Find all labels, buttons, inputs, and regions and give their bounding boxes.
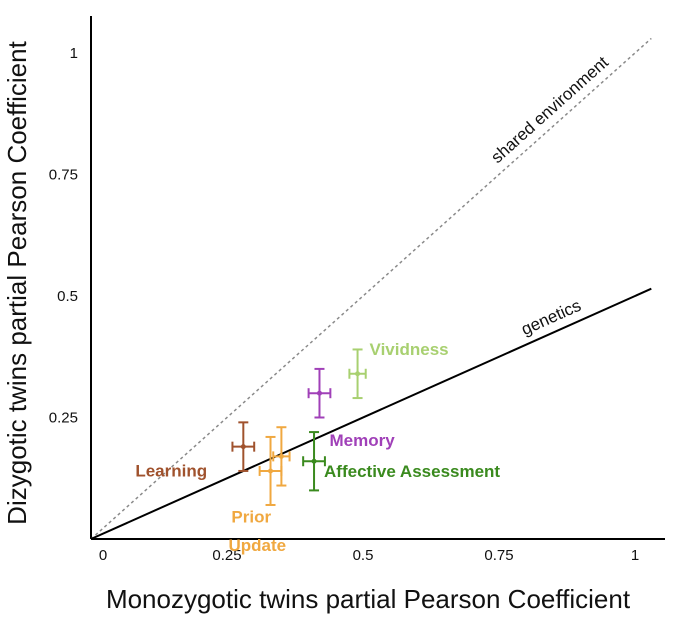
data-point-vividness: Vividness: [348, 340, 449, 400]
point-label-affective-assessment: Affective Assessment: [324, 462, 500, 481]
data-point-memory: Memory: [307, 367, 395, 450]
y-tick-label: 0.25: [49, 410, 78, 427]
y-tick-label: 1: [70, 45, 78, 62]
point-marker: [355, 371, 361, 377]
x-tick-label: 0.25: [212, 547, 241, 564]
y-tick-label: 0.75: [49, 167, 78, 184]
point-marker: [316, 390, 322, 396]
y-tick-label: 0.5: [57, 288, 78, 305]
point-label-vividness: Vividness: [370, 340, 449, 359]
y-axis-title: Dizygotic twins partial Pearson Coeffici…: [2, 40, 32, 524]
point-label-memory: Memory: [329, 431, 395, 450]
point-label-learning: Learning: [135, 462, 207, 481]
data-point-learning: Learning: [135, 421, 256, 481]
x-tick-label: 1: [631, 547, 639, 564]
x-tick-label: 0.5: [353, 547, 374, 564]
x-tick-label: 0: [99, 547, 107, 564]
point-label-update: Update: [229, 536, 287, 555]
point-marker: [268, 468, 274, 474]
shared-environment-line: [90, 37, 652, 540]
x-tick-label: 0.75: [484, 547, 513, 564]
data-point-prior: Prior: [231, 426, 291, 526]
point-marker: [240, 444, 246, 450]
data-point-affective-assessment: Affective Assessment: [302, 431, 500, 492]
genetics-line: [90, 287, 652, 540]
point-label-prior: Prior: [231, 507, 271, 526]
point-marker: [311, 458, 317, 464]
x-axis-title: Monozygotic twins partial Pearson Coeffi…: [106, 584, 631, 614]
shared-environment-label: shared environment: [487, 52, 612, 166]
point-marker: [278, 453, 284, 459]
